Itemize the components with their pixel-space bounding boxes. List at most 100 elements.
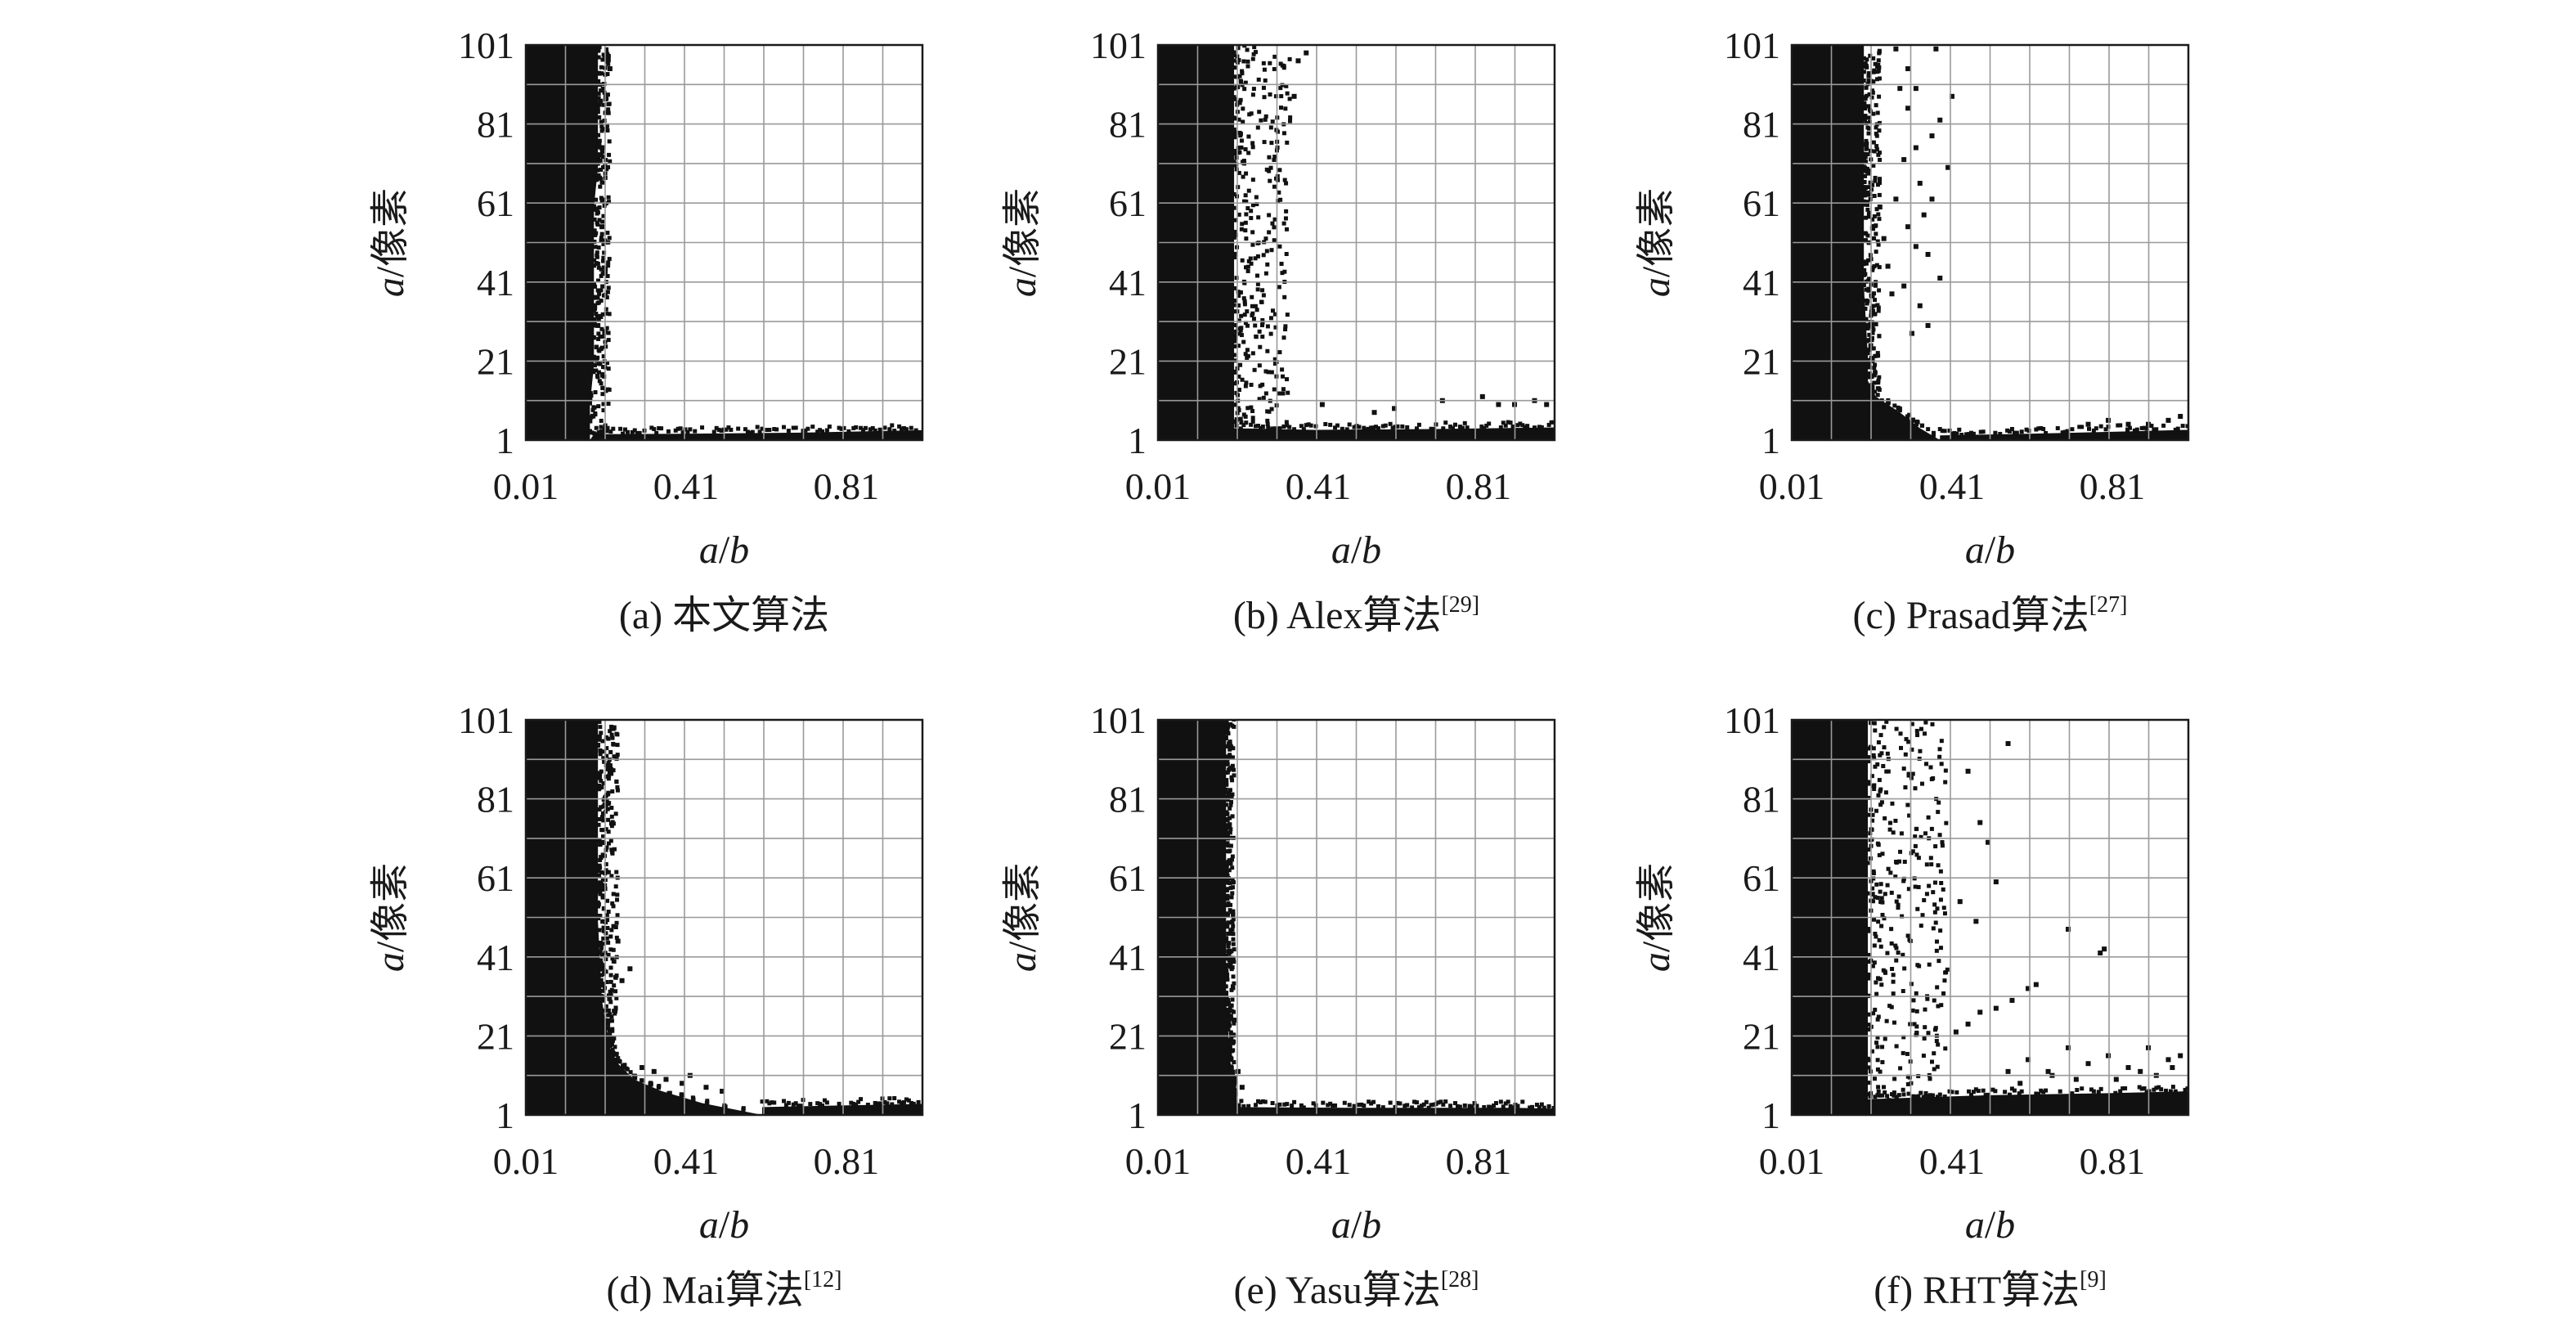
scatter-point [781, 1099, 786, 1103]
scatter-point [589, 393, 594, 398]
scatter-point [1255, 254, 1260, 258]
panel-caption-reference: [27] [2089, 592, 2128, 618]
scatter-point [1252, 45, 1257, 50]
scatter-point [1865, 190, 1870, 195]
scatter-point [877, 427, 882, 432]
scatter-point [613, 884, 618, 889]
scatter-point [599, 961, 604, 966]
scatter-point [1890, 801, 1895, 806]
scatter-point [1236, 374, 1241, 379]
scatter-point [1380, 1105, 1385, 1110]
scatter-point [793, 425, 798, 430]
scatter-point [1290, 1103, 1295, 1108]
scatter-point [1971, 431, 1976, 436]
scatter-point [1223, 867, 1228, 872]
scatter-point [1941, 887, 1945, 892]
scatter-point [599, 425, 604, 429]
scatter-point [1916, 856, 1921, 861]
scatter-point [1865, 375, 1870, 380]
scatter-point [1932, 998, 1936, 1003]
scatter-point [1253, 256, 1258, 261]
scatter-point [595, 322, 601, 328]
scatter-point [1518, 421, 1523, 426]
scatter-point [1225, 1013, 1230, 1018]
scatter-point [1448, 424, 1453, 429]
scatter-point [1864, 63, 1869, 68]
scatter-point [1493, 1101, 1498, 1106]
scatter-point [1871, 70, 1876, 74]
scatter-point [615, 788, 620, 793]
scatter-point [604, 56, 608, 61]
scatter-point [1874, 147, 1879, 152]
scatter-point [1263, 369, 1268, 374]
scatter-point [1465, 425, 1470, 430]
scatter-point [1250, 92, 1255, 97]
scatter-point [1914, 422, 1919, 427]
scatter-point [1268, 178, 1272, 183]
scatter-point [1239, 227, 1244, 231]
scatter-point [1229, 1035, 1234, 1040]
scatter-point [597, 138, 602, 143]
scatter-point [606, 993, 611, 998]
scatter-point [1268, 331, 1273, 336]
scatter-point [630, 429, 635, 434]
scatter-point [1229, 794, 1234, 799]
scatter-point [596, 96, 601, 101]
scatter-point [1865, 57, 1869, 62]
scatter-point [1874, 249, 1878, 254]
scatter-point [1223, 794, 1228, 799]
scatter-point [599, 288, 604, 293]
scatter-point [1906, 739, 1911, 744]
scatter-point [621, 431, 626, 436]
scatter-point [851, 1101, 856, 1106]
scatter-point [685, 429, 690, 434]
scatter-point [1925, 996, 1930, 1001]
scatter-point [1258, 384, 1263, 389]
scatter-point [1957, 899, 1963, 905]
scatter-point [1241, 423, 1246, 428]
scatter-point [608, 973, 613, 978]
scatter-point [1260, 382, 1265, 387]
scatter-point [604, 763, 608, 768]
scatter-point [1876, 62, 1881, 67]
scatter-point [1304, 50, 1309, 56]
scatter-point [598, 184, 603, 189]
scatter-point [1299, 424, 1304, 429]
scatter-point [1551, 1105, 1555, 1110]
scatter-point [1232, 149, 1237, 154]
scatter-point [597, 379, 602, 384]
scatter-point [1438, 1099, 1443, 1104]
scatter-point [1945, 967, 1950, 972]
scatter-point [1237, 101, 1242, 106]
scatter-point [1539, 425, 1544, 429]
scatter-point [1284, 209, 1289, 214]
scatter-point [591, 263, 596, 267]
scatter-point [1874, 882, 1879, 887]
scatter-point [613, 1005, 618, 1010]
scatter-point [1258, 344, 1263, 349]
scatter-point [2065, 429, 2070, 434]
scatter-point [611, 892, 616, 897]
scatter-point [2125, 427, 2130, 432]
scatter-point [818, 428, 823, 433]
panel-caption-text: (f) RHT算法 [1874, 1269, 2080, 1312]
scatter-point [608, 979, 613, 984]
scatter-point [1230, 927, 1235, 932]
scatter-point [863, 425, 868, 430]
scatter-point [1904, 1106, 1909, 1111]
scatter-point [613, 925, 618, 930]
scatter-point [1250, 294, 1254, 299]
scatter-point [599, 870, 604, 875]
scatter-point [1244, 212, 1249, 217]
scatter-point [1479, 393, 1485, 399]
scatter-point [1878, 1093, 1883, 1098]
scatter-point [1277, 350, 1282, 355]
scatter-point [2103, 427, 2108, 432]
scatter-point [608, 729, 613, 734]
panel-caption-reference: [12] [804, 1267, 842, 1292]
scatter-point [2144, 426, 2149, 431]
x-tick-label: 0.41 [1919, 1140, 1986, 1182]
scatter-point [1236, 117, 1241, 122]
scatter-point [1281, 131, 1286, 136]
scatter-point [600, 828, 605, 833]
